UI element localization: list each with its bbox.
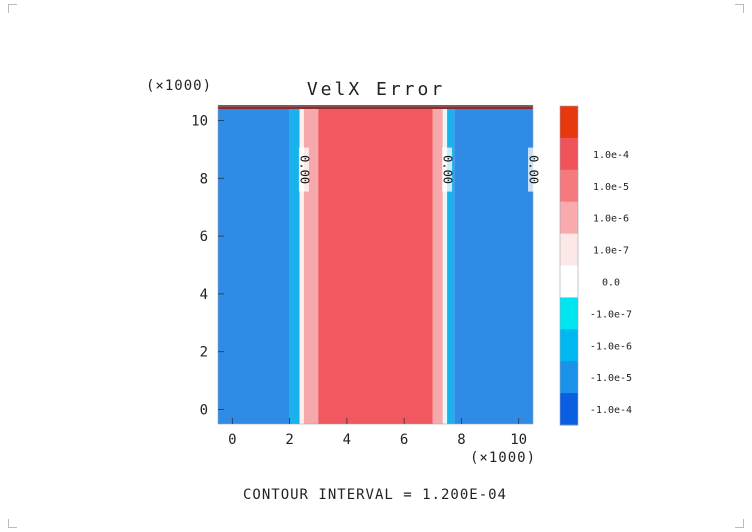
y-tick-label: 8 — [200, 171, 208, 187]
contour-label: 0.00 — [441, 155, 455, 184]
colorbar-swatch — [560, 329, 578, 362]
contour-label-bg — [298, 147, 309, 192]
corner-mark-bottom-left — [8, 519, 17, 528]
x-tick-label: 4 — [343, 432, 351, 448]
colorbar-swatch — [560, 393, 578, 426]
y-tick-label: 4 — [200, 287, 208, 303]
y-tick-label: 2 — [200, 345, 208, 361]
corner-mark-top-right — [735, 4, 744, 13]
colorbar-label: 1.0e-7 — [593, 246, 629, 257]
colorbar-label: 1.0e-6 — [593, 214, 629, 225]
contour-region — [432, 106, 443, 424]
colorbar-frame — [559, 105, 579, 426]
x-tick-label: 10 — [510, 432, 527, 448]
colorbar-label: -1.0e-6 — [590, 341, 632, 352]
colorbar: 1.0e-4 1.0e-5 1.0e-6 1.0e-7 0.0 -1.0e-7 -1.0e-… — [559, 105, 632, 426]
contour-region — [218, 106, 290, 424]
corner-mark-bottom-right — [735, 519, 744, 528]
colorbar-swatch — [560, 137, 578, 171]
contour-region — [454, 106, 533, 424]
chart-title: VelX Error — [307, 79, 445, 100]
colorbar-label: 1.0e-5 — [593, 182, 629, 193]
contour-region — [299, 106, 304, 424]
contour-label-bg — [528, 147, 538, 192]
y-multiplier-label: (×1000) — [146, 78, 212, 94]
colorbar-label: -1.0e-7 — [590, 309, 632, 320]
colorbar-swatch — [560, 297, 578, 330]
colorbar-label: 0.0 — [602, 277, 620, 288]
x-multiplier-label: (×1000) — [470, 450, 536, 466]
colorbar-swatch — [560, 361, 578, 394]
contour-label: 0.00 — [527, 155, 541, 184]
y-axis: 0 2 4 6 8 10 — [191, 113, 224, 419]
contour-region — [289, 106, 300, 424]
corner-mark-top-left — [8, 4, 17, 13]
x-tick-label: 8 — [457, 432, 465, 448]
y-tick-label: 6 — [200, 229, 208, 245]
colorbar-swatch — [560, 265, 578, 298]
y-tick-label: 10 — [191, 113, 208, 129]
colorbar-label: -1.0e-4 — [590, 405, 632, 416]
colorbar-label: -1.0e-5 — [590, 373, 632, 384]
plot-frame — [217, 105, 534, 425]
contour-region — [442, 106, 448, 424]
colorbar-swatch — [560, 106, 578, 139]
contour-region — [318, 106, 433, 424]
contour-label-bg — [442, 147, 453, 192]
contour-label: 0.00 — [297, 155, 311, 184]
colorbar-label: 1.0e-4 — [593, 150, 629, 161]
y-tick-label: 0 — [200, 403, 208, 419]
colorbar-swatch — [560, 201, 578, 235]
x-axis: 0 2 4 6 8 10 — [228, 418, 527, 448]
x-tick-label: 0 — [228, 432, 236, 448]
x-tick-label: 2 — [285, 432, 293, 448]
contour-region — [447, 106, 455, 424]
contour-top-band — [218, 105, 533, 109]
contour-interval-footer: CONTOUR INTERVAL = 1.200E-04 — [243, 487, 507, 503]
plot-area: 0.00 0.00 0.00 — [217, 105, 541, 425]
x-tick-label: 6 — [400, 432, 408, 448]
colorbar-swatch — [560, 233, 578, 266]
colorbar-swatch — [560, 169, 578, 203]
